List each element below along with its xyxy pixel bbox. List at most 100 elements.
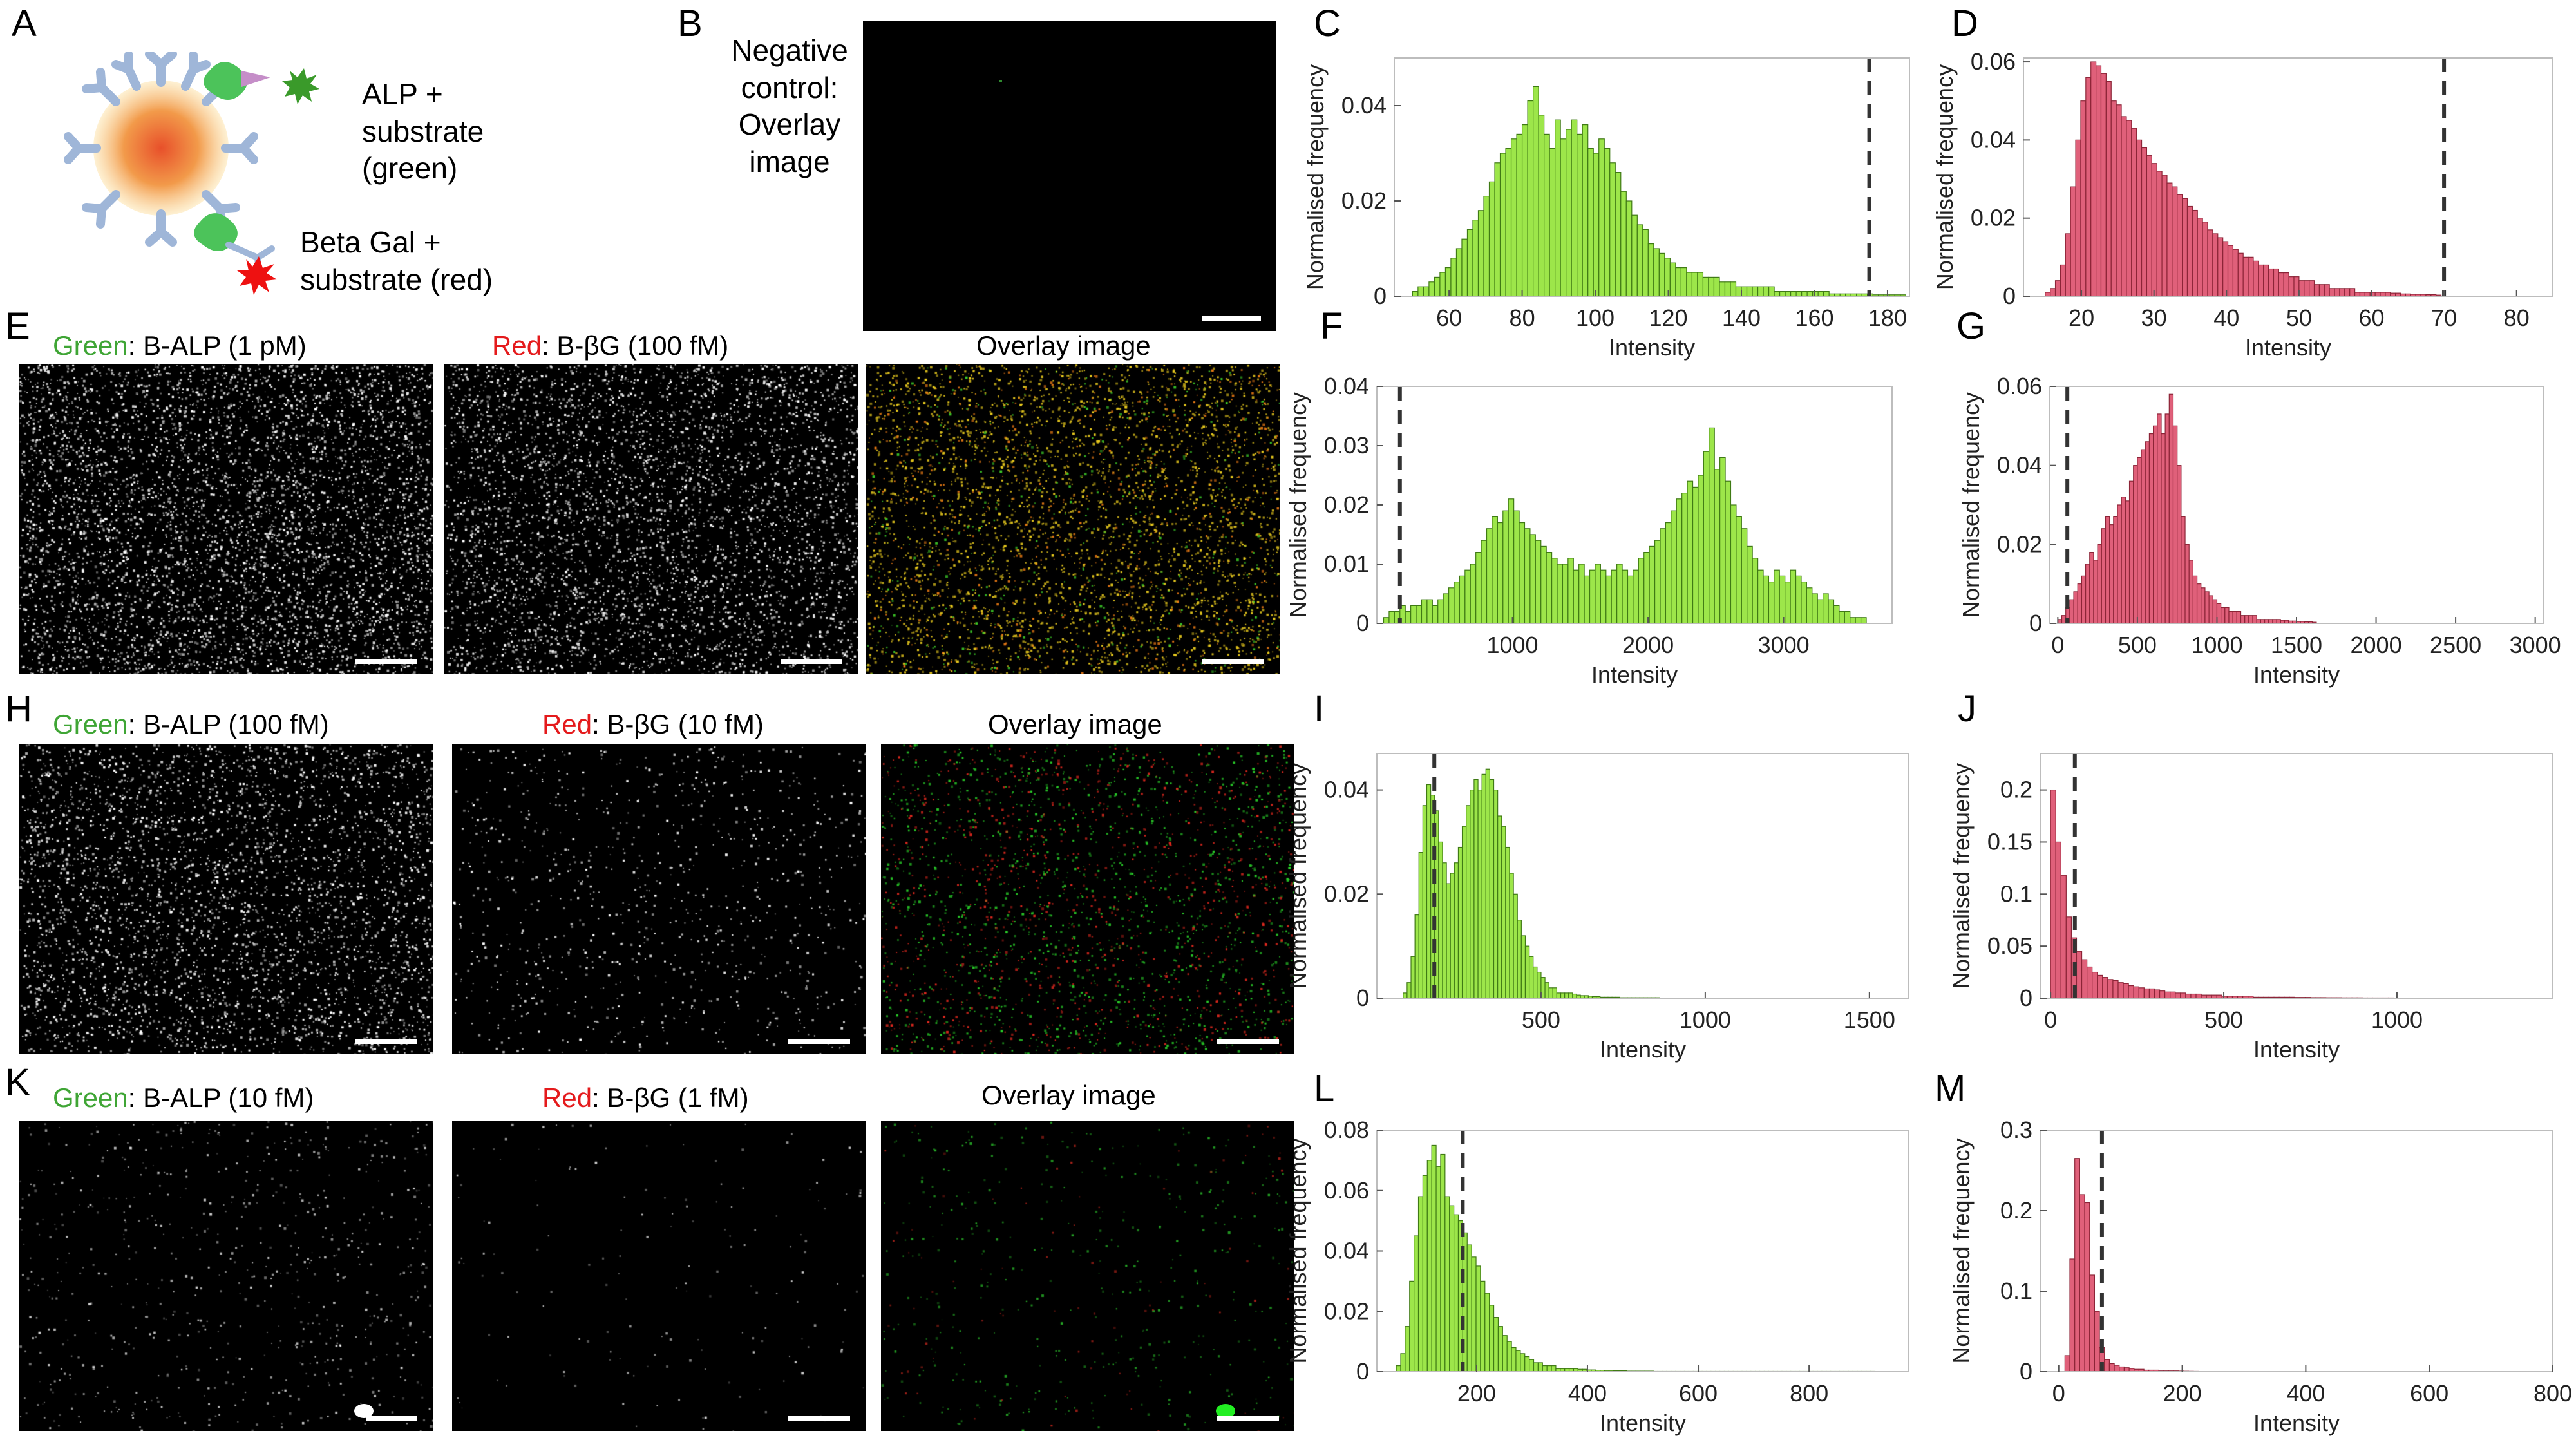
x-tick-label: 1500 [2271,632,2322,658]
panel-label-i: I [1314,688,1325,730]
histogram-bar [2104,1359,2110,1372]
x-tick-label: 1000 [1680,1007,1731,1033]
x-tick-label: 120 [1649,305,1687,331]
red-title-rest: : B-βG (100 fM) [542,330,729,361]
dot-field [19,364,433,674]
e-overlay-image [866,364,1280,674]
e-green-channel-image [19,364,433,674]
y-axis-label: Normalised frequency [1302,64,1329,290]
y-tick-label: 0 [2020,1358,2032,1385]
x-tick-label: 50 [2286,305,2312,331]
x-tick-label: 100 [1576,305,1615,331]
green-word: Green [53,709,128,739]
dot-field [881,1121,1294,1431]
x-tick-label: 600 [1679,1380,1718,1406]
histogram-bar [2089,1274,2095,1372]
plot-frame [2040,753,2553,999]
x-tick-label: 800 [1790,1380,1828,1406]
red-title-rest: : B-βG (10 fM) [592,709,764,739]
x-tick-label: 2000 [1622,632,1674,658]
y-tick-label: 0.08 [1324,1117,1369,1143]
y-tick-label: 0 [1356,985,1369,1011]
row-k-overlay-title: Overlay image [981,1080,1156,1110]
histogram-bar [2119,1366,2125,1372]
alp-text-line3: (green) [362,151,458,185]
dot-field [881,744,1294,1054]
y-axis-label: Normalised frequency [1958,392,1984,618]
green-title-rest: : B-ALP (1 pM) [128,330,307,361]
y-tick-label: 0.04 [1324,373,1369,399]
panel-label-b: B [677,3,703,44]
green-word: Green [53,1083,128,1113]
bgal-text-line1: Beta Gal + [300,225,441,259]
y-axis-label: Normalised frequency [1285,392,1311,618]
y-tick-label: 0.04 [1971,126,2016,153]
x-axis-label: Intensity [2245,334,2331,361]
y-tick-label: 0.02 [1341,187,1387,214]
histogram-bar [2074,1158,2080,1372]
h-green-channel-image [19,744,433,1054]
y-tick-label: 0.04 [1324,777,1369,803]
x-tick-label: 1500 [1844,1007,1895,1033]
x-axis-label: Intensity [1609,334,1695,361]
y-tick-label: 0.04 [1997,452,2042,478]
x-tick-label: 2000 [2351,632,2402,658]
x-axis-label: Intensity [1600,1036,1686,1063]
negative-control-line3: Overlay [738,108,841,141]
histogram-bar [2064,1355,2070,1372]
panel-label-j: J [1958,688,1976,730]
k-red-channel-image [452,1121,866,1431]
y-tick-label: 0.02 [1324,1298,1369,1324]
dot-field [19,744,433,1054]
scale-bar [1217,1039,1279,1044]
red-word: Red [542,709,592,739]
panel-label-g: G [1956,305,1986,347]
alp-text-line1: ALP + [362,77,443,111]
negative-control-line4: image [749,144,830,178]
y-axis-label: Normalised frequency [1285,763,1311,989]
panel-label-f: F [1320,305,1343,347]
e-red-channel-image [444,364,858,674]
plot-frame [1376,753,1909,999]
row-k-green-title: Green: B-ALP (10 fM) [53,1084,314,1112]
x-axis-label: Intensity [2253,1410,2340,1436]
y-tick-label: 0.04 [1324,1238,1369,1264]
dot-field [444,364,858,674]
bead-schematic-illustration [64,50,322,296]
x-tick-label: 0 [2044,1007,2057,1033]
y-axis-label: Normalised frequency [1931,64,1958,290]
row-h-overlay-title: Overlay image [988,709,1162,739]
row-h-green-title: Green: B-ALP (100 fM) [53,711,329,738]
panel-label-a: A [12,3,37,44]
x-tick-label: 400 [1568,1380,1607,1406]
green-word: Green [53,330,128,361]
scale-bar [1202,659,1264,664]
panel-label-l: L [1314,1068,1335,1110]
bgal-substrate-label: Beta Gal + substrate (red) [300,224,493,298]
y-tick-label: 0 [1356,1358,1369,1385]
stray-green-spot [999,80,1002,82]
x-tick-label: 400 [2286,1380,2325,1406]
x-tick-label: 1000 [2371,1007,2423,1033]
row-k-red-title: Red: B-βG (1 fM) [542,1084,749,1112]
x-tick-label: 0 [2051,632,2064,658]
y-tick-label: 0.01 [1324,551,1369,577]
h-overlay-image [881,744,1294,1054]
x-tick-label: 30 [2141,305,2167,331]
y-tick-label: 0.06 [1997,373,2042,399]
y-tick-label: 0 [1374,283,1387,309]
y-tick-label: 0 [1356,610,1369,636]
panel-label-e: E [5,305,30,347]
panel-label-m: M [1935,1068,1966,1110]
y-tick-label: 0.2 [2000,1197,2032,1224]
negative-control-line1: Negative [731,33,848,67]
green-title-rest: : B-ALP (10 fM) [128,1083,314,1113]
bgal-text-line2: substrate (red) [300,262,493,296]
histogram-bar [2084,1202,2090,1372]
dot-field [452,1121,866,1431]
plot-frame [2023,57,2553,297]
x-tick-label: 0 [2052,1380,2065,1406]
